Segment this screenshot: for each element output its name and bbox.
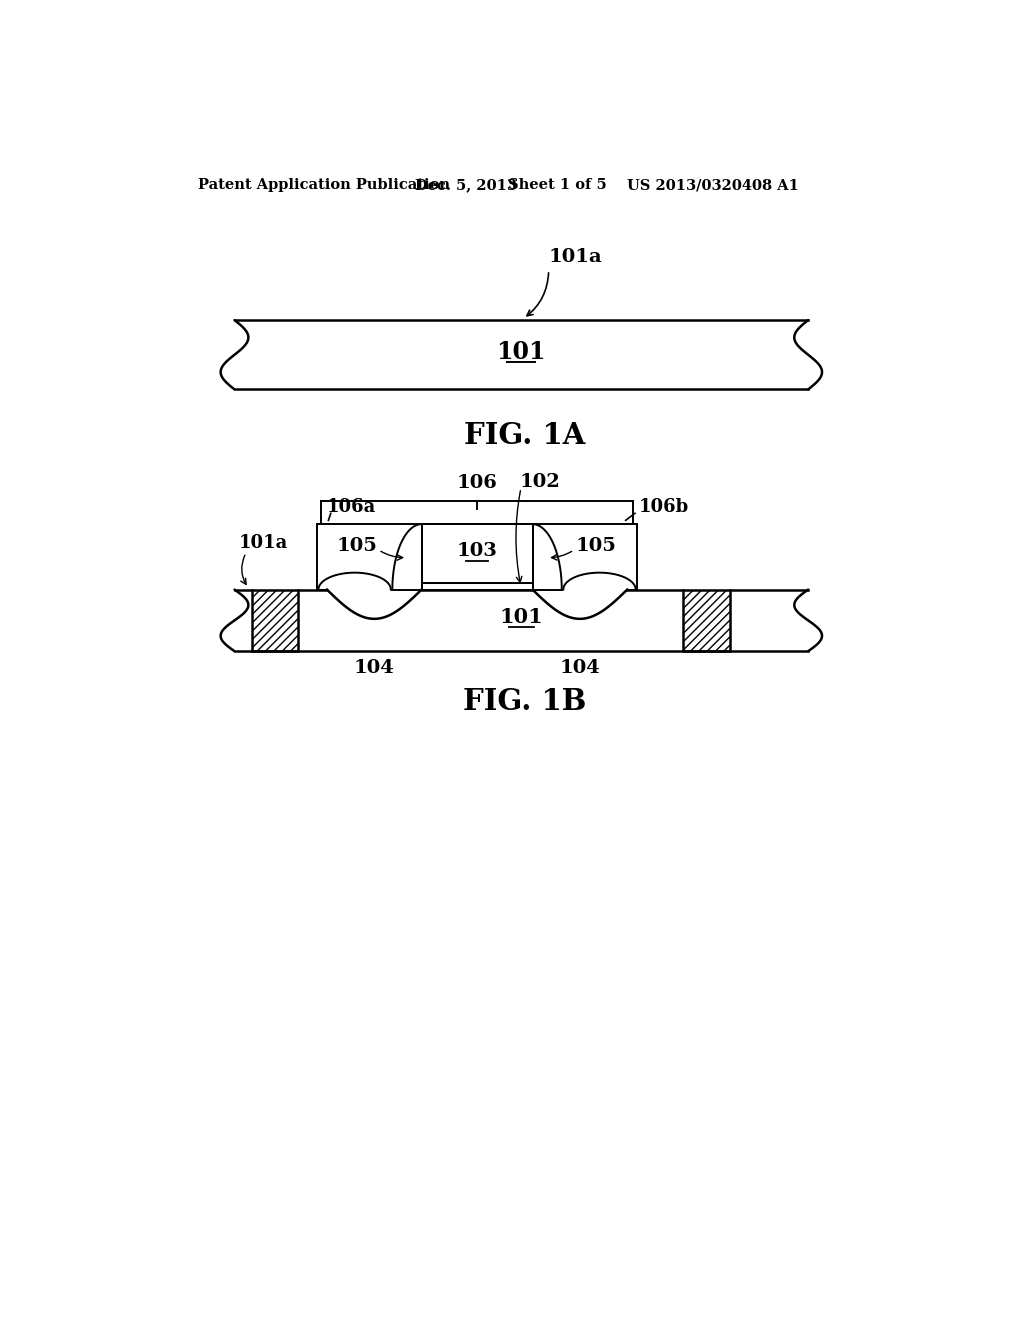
Bar bbox=[683, 590, 730, 651]
Text: 105: 105 bbox=[336, 537, 377, 556]
Text: US 2013/0320408 A1: US 2013/0320408 A1 bbox=[628, 178, 799, 193]
Text: FIG. 1B: FIG. 1B bbox=[463, 686, 587, 715]
Bar bbox=[252, 590, 298, 651]
Text: 104: 104 bbox=[559, 659, 600, 677]
Text: 106b: 106b bbox=[639, 498, 689, 516]
Text: 101: 101 bbox=[497, 339, 546, 364]
Text: Sheet 1 of 5: Sheet 1 of 5 bbox=[508, 178, 606, 193]
Text: 106a: 106a bbox=[327, 498, 376, 516]
Text: 103: 103 bbox=[457, 543, 498, 561]
Text: 104: 104 bbox=[354, 659, 394, 677]
Bar bbox=[422, 524, 532, 583]
Text: 101a: 101a bbox=[549, 248, 602, 267]
Text: 106: 106 bbox=[457, 474, 498, 492]
Text: Dec. 5, 2013: Dec. 5, 2013 bbox=[416, 178, 517, 193]
Text: 101a: 101a bbox=[239, 535, 288, 552]
Text: 102: 102 bbox=[519, 473, 560, 491]
Text: 101: 101 bbox=[500, 607, 543, 627]
Text: 105: 105 bbox=[575, 537, 616, 556]
Text: Patent Application Publication: Patent Application Publication bbox=[199, 178, 451, 193]
Text: FIG. 1A: FIG. 1A bbox=[464, 421, 586, 450]
Bar bbox=[422, 583, 532, 590]
